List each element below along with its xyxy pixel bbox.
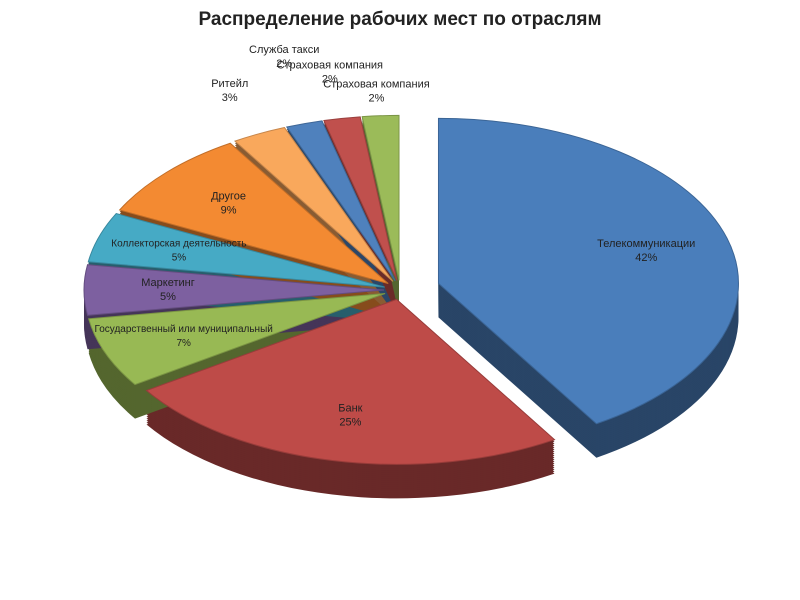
value-label: 2% <box>369 92 385 104</box>
slice-label: Коллекторская деятельность <box>111 239 246 250</box>
slice <box>323 116 398 281</box>
slice <box>145 298 556 465</box>
value-label: 5% <box>172 253 187 264</box>
value-label: 25% <box>339 416 361 428</box>
value-label: 7% <box>176 338 191 349</box>
slice-label: Другое <box>211 190 246 202</box>
slice <box>87 212 385 288</box>
slice-label: Служба такси <box>249 44 319 56</box>
value-label: 42% <box>635 252 657 264</box>
value-label: 5% <box>160 291 176 303</box>
slice <box>437 117 739 425</box>
slice-label: Страховая компания <box>323 78 429 90</box>
slice <box>118 142 389 285</box>
slice <box>87 292 386 386</box>
value-label: 2% <box>322 74 338 86</box>
value-label: 3% <box>222 92 238 104</box>
pie <box>83 114 739 499</box>
chart-title: Распределение рабочих мест по отраслям <box>198 9 601 30</box>
slice-label: Страховая компания <box>277 60 383 72</box>
slice-label: Маркетинг <box>141 277 194 289</box>
slice <box>233 126 394 282</box>
value-label: 9% <box>221 204 237 216</box>
slice <box>361 114 400 281</box>
slice <box>83 264 385 316</box>
slice-label: Банк <box>338 402 362 414</box>
slice-label: Телекоммуникации <box>597 238 695 250</box>
slice <box>285 120 396 282</box>
slice-label: Ритейл <box>211 78 248 90</box>
slice-label: Государственный или муниципальный <box>94 324 272 335</box>
value-label: 2% <box>276 58 292 70</box>
